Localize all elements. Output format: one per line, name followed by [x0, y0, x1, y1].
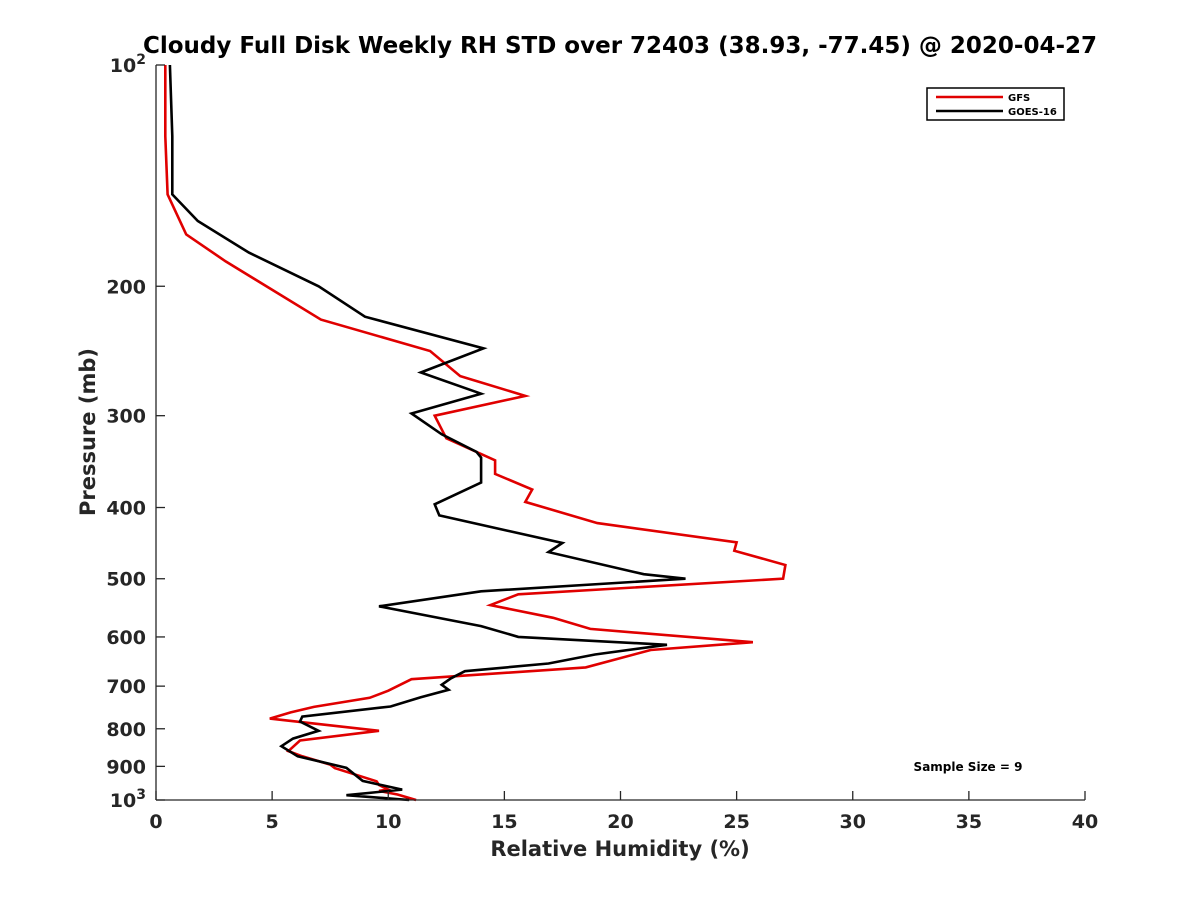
x-tick-label: 20	[607, 811, 633, 833]
x-axis-label: Relative Humidity (%)	[490, 837, 749, 861]
chart-title: Cloudy Full Disk Weekly RH STD over 7240…	[143, 33, 1097, 59]
legend-box	[926, 87, 1065, 121]
series-line-gfs	[164, 65, 787, 802]
legend: GFS GOES-16	[926, 87, 1065, 121]
y-tick-label: 900	[106, 756, 146, 778]
x-tick-label: 30	[840, 811, 866, 833]
y-tick-label: 102	[110, 52, 146, 77]
legend-label-gfs: GFS	[1008, 93, 1030, 104]
y-tick-label: 800	[106, 719, 146, 741]
y-tick-label: 700	[106, 676, 146, 698]
y-tick-label: 200	[106, 276, 146, 298]
x-tick-label: 10	[375, 811, 401, 833]
y-tick-label: 300	[106, 406, 146, 428]
y-axis-label: Pressure (mb)	[76, 348, 100, 516]
series-layer	[164, 64, 787, 802]
x-tick-label: 5	[266, 811, 279, 833]
x-tick-label: 35	[956, 811, 982, 833]
y-tick-label: 600	[106, 627, 146, 649]
x-tick-label: 15	[491, 811, 517, 833]
sample-size-annotation: Sample Size = 9	[914, 760, 1023, 774]
x-tick-label: 0	[149, 811, 162, 833]
x-tick-label: 25	[723, 811, 749, 833]
y-tick-label: 500	[106, 569, 146, 591]
x-ticks: 0 5 10 15 20 25 30 35 40	[149, 791, 1098, 833]
y-ticks: 102 200 300 400 500 600 700 800 900 103	[106, 52, 165, 812]
y-tick-label: 400	[106, 498, 146, 520]
series-line-goes16	[168, 64, 686, 802]
y-tick-label: 103	[110, 787, 146, 812]
legend-label-goes16: GOES-16	[1008, 107, 1057, 118]
x-tick-label: 40	[1072, 811, 1098, 833]
